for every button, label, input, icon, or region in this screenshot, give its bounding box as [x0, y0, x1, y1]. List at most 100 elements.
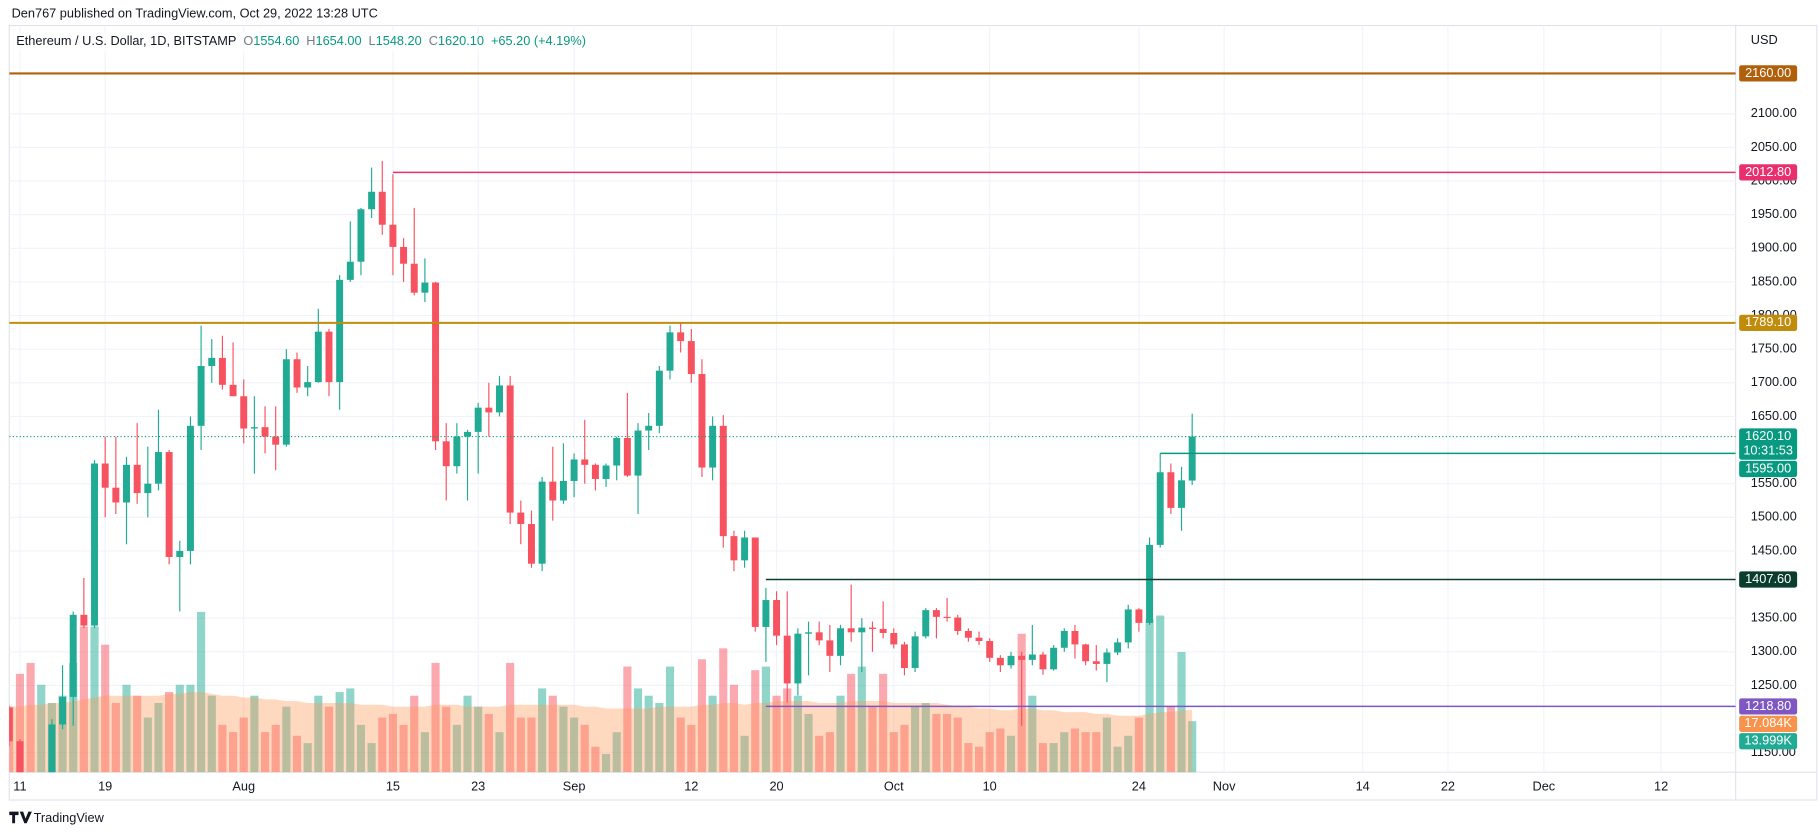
volume-bar: [857, 666, 866, 773]
volume-bar: [1006, 735, 1016, 773]
price-tag-label: 1789.10: [1745, 314, 1791, 329]
volume-bar: [1049, 743, 1058, 773]
volume-bar: [687, 724, 696, 773]
volume-bar: [90, 626, 99, 773]
axes: 1150.001250.001300.001350.001450.001500.…: [13, 65, 1798, 794]
candle-body: [432, 282, 440, 442]
candle-body: [954, 617, 962, 631]
volume-bar: [271, 724, 280, 773]
candle-body: [964, 630, 972, 638]
volume-bar: [772, 695, 781, 773]
candle-body: [559, 480, 567, 501]
volume-bar: [1038, 743, 1048, 773]
candle-body: [1114, 642, 1122, 653]
candle-body: [506, 385, 514, 513]
y-axis-label: USD: [1751, 32, 1778, 47]
y-tick-label: 1550.00: [1751, 475, 1797, 490]
candle-body: [410, 263, 418, 293]
volume-bar: [943, 713, 952, 773]
y-tick-label: 1650.00: [1751, 408, 1797, 423]
y-tick-label: 1950.00: [1751, 206, 1797, 221]
candle-body: [517, 512, 525, 525]
x-tick-label: Sep: [563, 779, 586, 794]
y-tick-label: 1750.00: [1751, 341, 1797, 356]
candle-body: [1082, 644, 1090, 662]
volume-bar: [165, 692, 174, 773]
candle-body: [1060, 630, 1068, 648]
y-tick-label: 1700.00: [1751, 374, 1797, 389]
price-tag-label: 1595.00: [1745, 460, 1791, 475]
volume-bar: [239, 717, 248, 773]
volume-bar: [506, 662, 515, 773]
price-tag: [1739, 65, 1798, 82]
candle-body: [293, 359, 301, 388]
volume-bar: [591, 746, 600, 773]
candle-body: [16, 741, 24, 773]
candle-body: [634, 430, 642, 476]
legend-value: 1554.60: [253, 33, 299, 48]
candle-body: [325, 331, 333, 383]
candle-body: [986, 641, 994, 658]
volume-bar: [570, 717, 579, 773]
candle-body: [773, 600, 781, 636]
x-tick-label: 11: [13, 779, 26, 794]
candle-body: [591, 464, 599, 479]
candle-body: [186, 425, 194, 551]
candle-body: [123, 464, 130, 503]
candle-body: [144, 483, 152, 494]
volume-bar: [527, 717, 536, 773]
candle-body: [1007, 655, 1015, 666]
y-tick-label: 1500.00: [1751, 509, 1797, 524]
volume-bar: [964, 743, 973, 773]
price-tag: [1739, 571, 1798, 588]
candle-body: [741, 537, 749, 561]
volume-bar: [303, 743, 312, 773]
price-tag-label: 1620.10: [1745, 428, 1791, 443]
volume-bar: [783, 688, 792, 773]
legend-key: H: [306, 33, 315, 48]
price-tag-label: 10:31:53: [1743, 442, 1793, 457]
volume-bar: [868, 706, 877, 773]
candle-body: [922, 610, 930, 637]
candle-body: [1178, 480, 1186, 508]
candle-body: [1018, 655, 1026, 660]
volume-bar: [889, 732, 898, 773]
candle-body: [847, 628, 855, 633]
candle-body: [133, 464, 141, 494]
footer: TradingView: [34, 810, 105, 825]
candle-body: [314, 331, 322, 383]
volume-bar: [761, 666, 770, 773]
volume-bar: [953, 717, 962, 773]
volume-bar: [1070, 728, 1080, 773]
volume-bar: [474, 706, 483, 773]
candle-body: [890, 632, 898, 645]
candle-body: [304, 382, 312, 388]
candle-body: [581, 459, 589, 465]
volume-bar: [282, 706, 291, 773]
y-tick-label: 1350.00: [1751, 610, 1797, 625]
candle-body: [815, 632, 823, 641]
volume-bar: [58, 695, 67, 773]
volume-bar: [399, 724, 408, 773]
candle-body: [645, 425, 653, 431]
y-tick-label: 1250.00: [1751, 677, 1797, 692]
volume-bar: [1145, 619, 1154, 773]
candle-body: [783, 635, 791, 684]
volume-bar: [719, 648, 728, 773]
volume-bar: [37, 684, 46, 773]
candle-body: [549, 481, 557, 501]
volume-bar: [79, 626, 88, 773]
candle-body: [197, 365, 205, 426]
price-tag-label: 2012.80: [1745, 164, 1791, 179]
y-tick-label: 1900.00: [1751, 240, 1797, 255]
candle-body: [677, 332, 685, 342]
legend-value: 1620.10: [438, 33, 484, 48]
volume-bar: [548, 695, 557, 773]
y-tick-label: 2100.00: [1751, 105, 1797, 120]
candle-body: [154, 452, 162, 484]
candle-body: [1146, 544, 1154, 623]
candle-body: [623, 437, 631, 476]
candle-body: [496, 385, 503, 413]
x-tick-label: 14: [1356, 779, 1370, 794]
